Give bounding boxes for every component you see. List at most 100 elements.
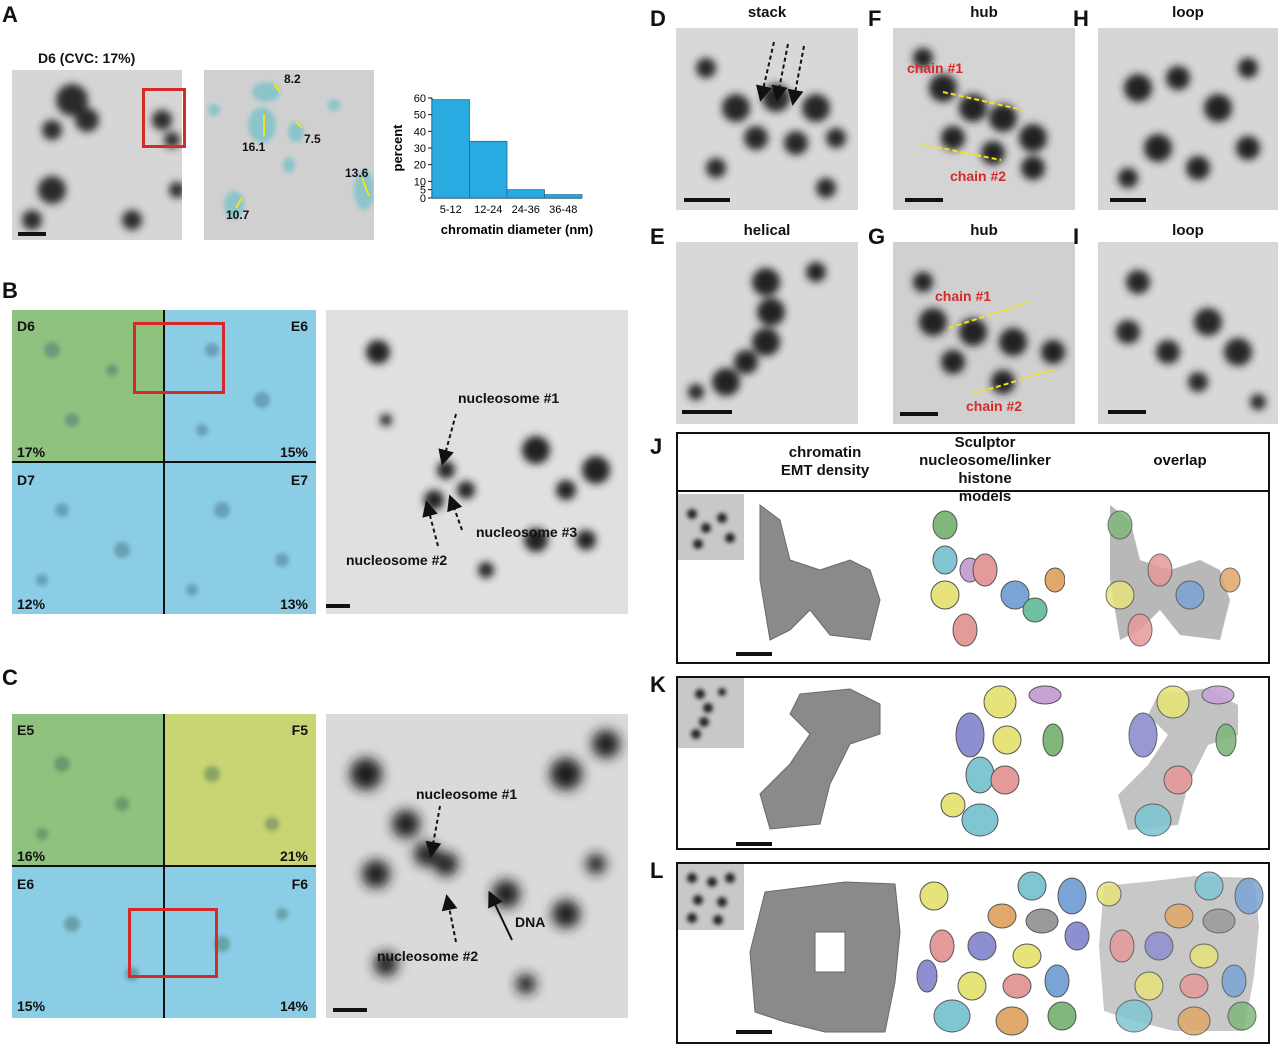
tile-pct-d6: 17%	[17, 444, 46, 460]
scale-bar-h	[1110, 198, 1146, 202]
tile-b-d6	[12, 310, 164, 462]
tile-pct-e5: 16%	[17, 848, 46, 864]
tile-name-f5: F5	[291, 722, 308, 738]
scale-bar-i	[1108, 410, 1146, 414]
em-image-f	[893, 28, 1075, 210]
panel-f-title: hub	[970, 4, 998, 21]
y-tick-label: 50	[414, 110, 426, 122]
tile-name-d7: D7	[17, 472, 35, 488]
scale-bar-l	[736, 1030, 772, 1034]
tile-pct-e6: 15%	[279, 444, 308, 460]
em-image-i	[1098, 242, 1278, 424]
tile-name-f6: F6	[291, 876, 308, 892]
panel-g-title: hub	[970, 222, 998, 239]
density-map-j	[759, 504, 881, 641]
arrows-c	[425, 805, 513, 943]
col-header-models: Sculptor nucleosome/linker histone model…	[919, 434, 1051, 505]
tile-grid-c: E5 16% F5 21% E6 15% F6 14%	[12, 714, 316, 1018]
tile-pct-e7: 13%	[279, 596, 308, 612]
panel-label-i: I	[1073, 224, 1080, 249]
panel-l-frame	[676, 862, 1270, 1044]
bar-12-24	[469, 140, 508, 199]
tile-name-e7: E7	[290, 472, 308, 488]
em-image-d	[676, 28, 858, 210]
y-axis-label: percent	[390, 124, 405, 172]
scale-bar-c	[333, 1008, 367, 1012]
em-image-a-zoom	[204, 70, 374, 240]
roi-box-b	[133, 322, 225, 394]
overlap-j	[1105, 505, 1241, 647]
panel-h-title: loop	[1172, 4, 1204, 21]
tile-name-e5: E5	[17, 722, 35, 738]
panel-i-title: loop	[1172, 222, 1204, 239]
measurement-10-7: 10.7	[226, 208, 250, 222]
scale-bar-d	[684, 198, 730, 202]
tile-c-e6	[12, 866, 164, 1018]
measurement-7-5: 7.5	[304, 132, 321, 146]
bar-24-36	[506, 189, 545, 199]
tile-name-e6c: E6	[17, 876, 35, 892]
y-tick-label: 10	[414, 176, 426, 188]
panel-label-j: J	[650, 434, 663, 459]
tile-pct-f5: 21%	[279, 848, 308, 864]
density-map-k	[759, 688, 881, 830]
tile-c-f5	[164, 714, 316, 866]
tile-c-f6	[164, 866, 316, 1018]
em-image-a-overview	[12, 70, 182, 240]
arrows-d	[756, 41, 805, 106]
tile-b-d7	[12, 462, 164, 614]
scale-bar-a	[18, 232, 46, 236]
roi-box-c	[128, 908, 218, 978]
x-tick-label: 5-12	[440, 204, 462, 216]
em-image-e	[676, 242, 858, 424]
label-b-nucleosome-2: nucleosome #2	[346, 552, 448, 568]
panel-label-f: F	[868, 6, 882, 31]
thumbnail-k	[678, 678, 744, 748]
thumbnail-j	[678, 494, 744, 560]
panel-label-l: L	[650, 858, 664, 883]
x-axis-label: chromatin diameter (nm)	[441, 222, 593, 237]
y-tick-label: 0	[420, 193, 426, 205]
panel-j-frame	[676, 432, 1270, 664]
scale-bar-j	[736, 652, 772, 656]
x-tick-label: 24-36	[512, 204, 540, 216]
panel-j-divider	[676, 490, 1270, 492]
tile-pct-e6c: 15%	[17, 998, 46, 1014]
label-f-chain-2: chain #2	[950, 168, 1007, 184]
scale-bar-f	[905, 198, 943, 202]
em-image-g	[893, 242, 1075, 424]
measurement-13-6: 13.6	[345, 166, 369, 180]
panel-d-title: stack	[747, 4, 787, 21]
panel-label-a: A	[2, 2, 18, 27]
models-j	[930, 510, 1065, 647]
measurement-8-2: 8.2	[284, 72, 301, 86]
models-k	[940, 685, 1064, 837]
panel-label-d: D	[650, 6, 666, 31]
y-tick-label: 30	[414, 143, 426, 155]
overlap-k	[1118, 685, 1238, 837]
tile-c-e5	[12, 714, 164, 866]
label-c-nucleosome-2: nucleosome #2	[377, 948, 479, 964]
label-c-dna: DNA	[515, 914, 546, 930]
measurement-16-1: 16.1	[242, 140, 266, 154]
scale-bar-g	[900, 412, 938, 416]
models-l	[916, 871, 1090, 1036]
density-map-l	[749, 881, 901, 1033]
roi-box-a	[142, 88, 186, 148]
y-tick-label: 60	[414, 93, 426, 105]
y-tick-label: 40	[414, 126, 426, 138]
col-header-density: chromatin EMT density	[780, 444, 870, 479]
panel-label-k: K	[650, 672, 666, 697]
tile-b-e6	[164, 310, 316, 462]
label-b-nucleosome-1: nucleosome #1	[458, 390, 560, 406]
x-tick-label: 36-48	[549, 204, 577, 216]
tile-name-d6: D6	[17, 318, 35, 334]
panel-e-title: helical	[743, 222, 791, 239]
bar-36-48	[544, 194, 583, 199]
scale-bar-e	[682, 410, 732, 414]
panel-label-e: E	[650, 224, 665, 249]
em-image-h	[1098, 28, 1278, 210]
scale-bar-k	[736, 842, 772, 846]
label-c-nucleosome-1: nucleosome #1	[416, 786, 518, 802]
